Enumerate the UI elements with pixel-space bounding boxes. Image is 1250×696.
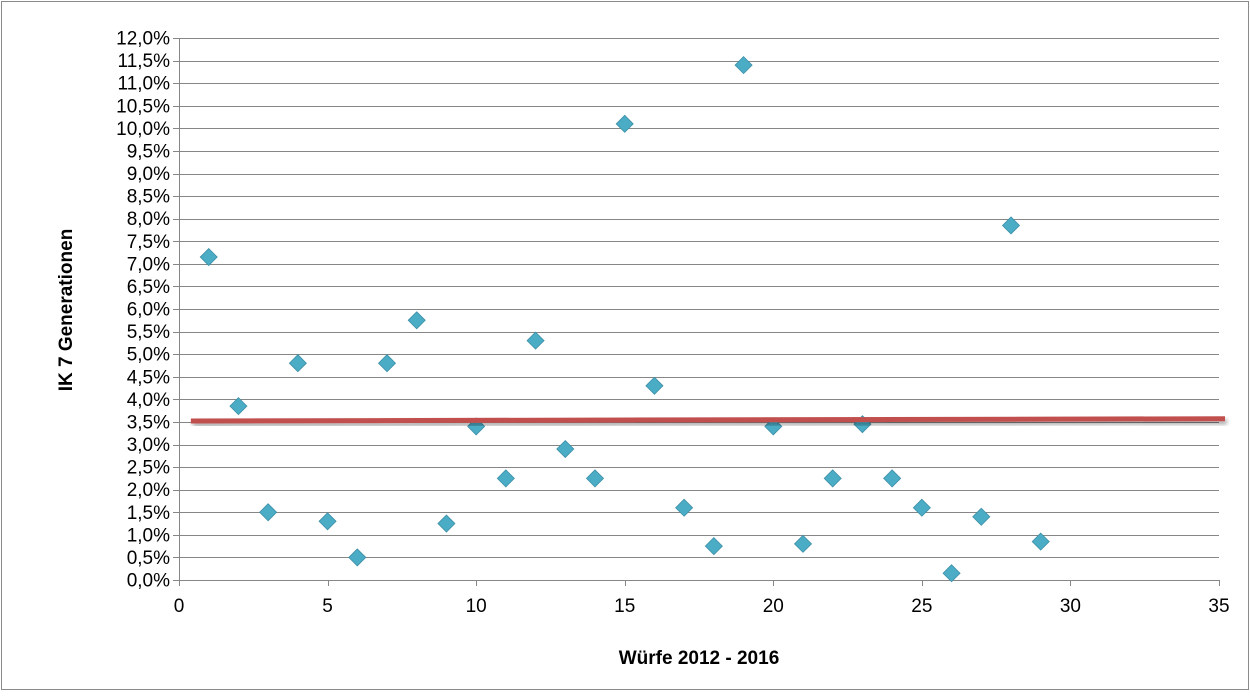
y-tick-label: 6,0%: [127, 300, 170, 321]
data-point: [556, 439, 575, 459]
y-tick-label: 10,5%: [116, 96, 170, 117]
y-tick-label: 0,0%: [127, 571, 170, 592]
y-tick-label: 5,5%: [127, 322, 170, 343]
data-point: [645, 376, 664, 395]
x-tick-label: 25: [911, 596, 932, 617]
y-tick-label: 8,5%: [127, 187, 170, 208]
y-tick-label: 7,5%: [127, 232, 170, 253]
data-point: [793, 534, 813, 553]
y-tick-label: 6,5%: [127, 277, 170, 298]
x-tick-labels: 0 5 10 15 20 25 30 35: [174, 596, 1230, 617]
y-tick-label: 12,0%: [116, 29, 170, 50]
data-point: [288, 354, 307, 373]
data-point: [704, 537, 723, 556]
y-tick-label: 0,5%: [127, 548, 170, 569]
data-point: [942, 564, 961, 583]
gridlines: [179, 38, 1219, 558]
y-tick-label: 8,0%: [127, 209, 170, 230]
x-tick-label: 30: [1060, 596, 1081, 617]
data-point: [734, 56, 753, 75]
y-tick-label: 7,0%: [127, 254, 170, 275]
data-point: [348, 548, 367, 567]
y-tick-label: 1,5%: [127, 503, 170, 524]
y-tick-label: 4,0%: [127, 390, 170, 411]
data-point: [912, 498, 931, 517]
data-point: [675, 498, 694, 517]
data-point: [259, 503, 278, 522]
y-tick-label: 9,5%: [127, 141, 170, 162]
x-axis-title: Würfe 2012 - 2016: [619, 648, 780, 669]
data-point: [318, 512, 337, 531]
data-point: [972, 507, 991, 526]
axes: [173, 38, 1220, 586]
data-point: [496, 469, 515, 488]
x-tick-label: 20: [763, 596, 784, 617]
y-tick-labels: 0,0%0,5%1,0%1,5%2,0%2,5%3,0%3,5%4,0%4,5%…: [116, 29, 170, 592]
y-tick-label: 4,5%: [127, 367, 170, 388]
data-point: [1001, 216, 1021, 235]
x-tick-label: 10: [466, 596, 487, 617]
data-point: [526, 331, 545, 350]
data-point: [883, 469, 902, 488]
y-tick-label: 9,0%: [127, 164, 170, 185]
x-tick-label: 5: [322, 596, 333, 617]
y-tick-label: 5,0%: [127, 345, 170, 366]
y-axis-title: IK 7 Generationen: [56, 229, 77, 392]
data-point: [615, 114, 634, 133]
data-point: [585, 469, 605, 488]
data-point: [377, 354, 397, 373]
y-tick-label: 3,5%: [127, 412, 170, 433]
x-tick-label: 0: [174, 596, 185, 617]
data-point: [407, 311, 426, 330]
reference-line-group: [190, 416, 1226, 424]
data-point: [229, 397, 248, 416]
y-tick-label: 11,0%: [118, 74, 171, 95]
data-point: [437, 514, 456, 533]
data-point: [823, 469, 842, 488]
data-points: [199, 56, 1050, 583]
y-tick-label: 2,0%: [127, 480, 170, 501]
y-tick-label: 11,5%: [118, 51, 171, 72]
y-tick-label: 1,0%: [127, 525, 170, 546]
data-point: [199, 247, 218, 267]
x-tick-label: 35: [1208, 596, 1229, 617]
y-tick-label: 10,0%: [116, 119, 170, 140]
data-point: [1031, 532, 1050, 551]
y-tick-label: 2,5%: [127, 458, 170, 479]
y-tick-label: 3,0%: [127, 435, 170, 456]
reference-line: [190, 416, 1226, 424]
x-tick-label: 15: [614, 596, 635, 617]
